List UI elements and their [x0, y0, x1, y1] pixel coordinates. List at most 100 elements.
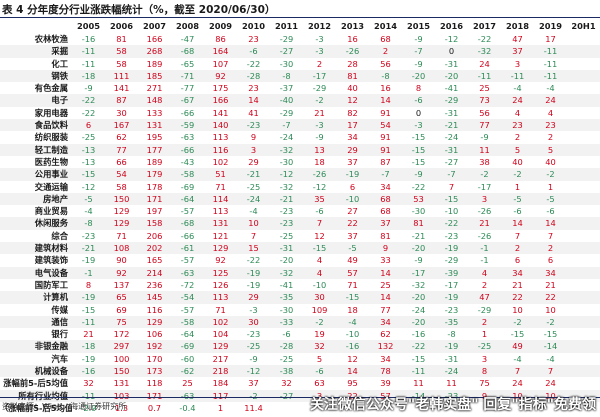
table-cell: -12 [312, 181, 327, 192]
table-cell: -10 [345, 329, 360, 340]
table-cell: -22 [477, 34, 492, 44]
table-row: 电子 -22 87 148 -67 166 14 -40 -2 12 14 -6 -29 73 24 24 [0, 94, 600, 107]
table-cell: -31 [444, 58, 459, 69]
table-cell: 116 [146, 304, 163, 315]
table-cell: -18 [72, 340, 105, 353]
table-cell: 268 [138, 45, 171, 58]
table-cell: 166 [146, 34, 163, 44]
table-cell: -29 [312, 83, 327, 94]
table-cell: -1 [468, 242, 501, 255]
table-cell [567, 156, 600, 168]
table-cell: 29 [248, 156, 259, 167]
table-cell: -19 [435, 242, 468, 255]
table-cell: -77 [180, 83, 195, 94]
column-header: 2011 [274, 21, 299, 31]
table-cell: 10 [545, 304, 556, 315]
table-cell: 2 [501, 242, 534, 255]
table-cell: 8 [85, 279, 92, 290]
table-cell: 133 [146, 107, 163, 118]
table-cell: 164 [204, 45, 237, 58]
table-cell: 95 [347, 378, 358, 389]
table-cell: 71 [116, 230, 127, 241]
table-cell: 38 [479, 156, 490, 167]
column-header: 2012 [307, 21, 332, 31]
table-cell: 91 [380, 132, 391, 143]
table-cell: 49 [501, 340, 534, 353]
table-cell: -71 [171, 69, 204, 83]
table-cell: -16 [81, 34, 96, 44]
table-cell: 184 [212, 378, 229, 389]
table-cell: 15 [237, 242, 270, 255]
table-cell: -3 [249, 304, 258, 315]
table-cell: 140 [204, 119, 237, 132]
row-label: 家用电器 [34, 107, 68, 118]
table-cell: -9 [414, 255, 423, 266]
table-cell: -7 [435, 168, 468, 181]
table-cell: 75 [105, 315, 138, 329]
table-cell: 129 [204, 242, 237, 255]
table-cell [270, 402, 303, 414]
table-cell: -17 [477, 181, 492, 192]
table-cell: 92 [105, 266, 138, 279]
table-cell: 214 [138, 266, 171, 279]
table-cell: 82 [347, 107, 358, 118]
table-cell: -69 [180, 181, 195, 192]
row-label: 所有行业均值 [0, 389, 72, 402]
table-cell: 1 [481, 329, 488, 340]
table-cell: -7 [270, 119, 303, 132]
row-label: （涨幅前5-后5均值）/所有行业均值 [0, 402, 72, 413]
table-cell: 37 [347, 230, 358, 241]
table-cell: 271 [146, 83, 163, 94]
table-cell: 23 [534, 119, 567, 132]
source-note: 资料来源：Wind，海通证券研究所 [2, 402, 127, 411]
table-cell [567, 266, 600, 279]
table-cell: 11 [446, 378, 457, 389]
table-cell: -24 [279, 132, 294, 143]
table-cell: 217 [212, 353, 229, 364]
table-cell: 116 [204, 143, 237, 156]
table-cell: 4 [514, 107, 521, 118]
table-cell: 145 [138, 291, 171, 304]
table-cell: -15 [543, 329, 558, 340]
table-cell: -41 [444, 83, 459, 94]
table-cell: 86 [215, 34, 226, 44]
table-cell: 58 [116, 58, 127, 69]
table-cell: -22 [246, 255, 261, 266]
table-cell: 165 [146, 255, 163, 266]
table-cell: 185 [138, 69, 171, 83]
table-cell: 62 [380, 329, 391, 340]
table-cell: 6 [72, 119, 105, 132]
table-cell [567, 279, 600, 291]
table-row: 采掘 -11 58 268 -68 164 -6 -27 -3 -26 2 -7 0 -32 37 -11 [0, 45, 600, 58]
table-cell: 177 [138, 143, 171, 156]
table-cell: -15 [81, 304, 96, 315]
table-cell: 22 [336, 389, 369, 402]
table-cell: 92 [215, 255, 226, 266]
column-header: 2014 [373, 21, 398, 31]
table-cell: -47 [180, 34, 195, 44]
table-cell: 77 [468, 119, 501, 132]
table-cell: 8 [415, 83, 422, 94]
table-cell: 173 [138, 365, 171, 378]
column-header: 2008 [175, 21, 200, 31]
table-cell: 32 [303, 340, 336, 353]
table-cell: -15 [510, 329, 525, 340]
table-cell: 2 [369, 45, 402, 58]
table-cell: 56 [479, 107, 490, 118]
table-cell: 58 [116, 181, 127, 192]
table-cell: -64 [171, 192, 204, 206]
table-cell: -15 [411, 156, 426, 167]
table-cell: 47 [512, 34, 523, 44]
row-label: 国防军工 [34, 279, 68, 290]
table-cell [567, 377, 600, 389]
table-cell: 19 [314, 329, 325, 340]
table-cell [567, 119, 600, 132]
table-cell: 129 [105, 217, 138, 230]
table-cell: -21 [270, 192, 303, 206]
table-row: 休闲服务 -8 129 158 -68 131 10 -23 7 22 37 81 -22 21 14 14 [0, 217, 600, 230]
table-cell: -20 [435, 69, 468, 83]
table-cell [567, 69, 600, 83]
table-cell: -23 [270, 217, 303, 230]
table-cell: 65 [105, 291, 138, 304]
table-cell: -24 [411, 304, 426, 315]
